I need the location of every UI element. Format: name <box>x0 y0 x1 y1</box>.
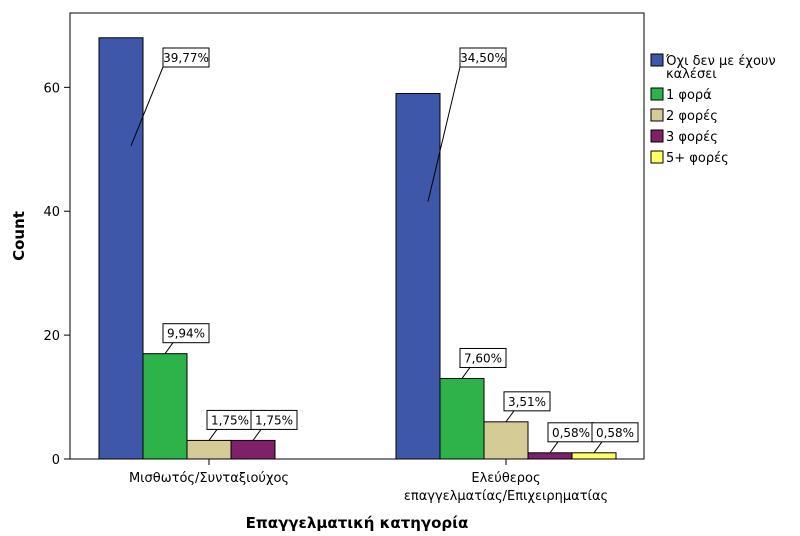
data-label: 0,58% <box>552 426 590 440</box>
y-tick-label: 20 <box>43 329 60 344</box>
data-label-leader <box>208 429 218 441</box>
legend-label: 1 φορά <box>666 88 712 103</box>
y-tick-label: 0 <box>52 453 60 468</box>
data-label-leader <box>164 342 174 354</box>
legend-swatch <box>650 150 664 164</box>
y-axis-title: Count <box>10 211 28 261</box>
data-labels: 39,77% 9,94% 1,75% 1,75% 34,50% 7,60% 3,51% 0,5… <box>130 47 639 454</box>
legend-label: Όχι δεν με έχουν <box>665 54 776 69</box>
bar <box>186 439 232 460</box>
data-label: 34,50% <box>460 51 506 65</box>
data-label-box <box>503 391 551 412</box>
bars <box>98 37 617 460</box>
x-tick-label: Μισθωτός/Συνταξιούχος <box>129 471 289 486</box>
bar <box>142 353 188 460</box>
data-label-leader <box>593 441 603 454</box>
data-label: 39,77% <box>163 51 209 65</box>
axes: 0 20 40 60 Μισθωτός/Συνταξιούχος Ελεύθερος επα… <box>43 81 608 504</box>
y-tick-label: 60 <box>43 81 60 96</box>
bar <box>483 421 529 460</box>
x-tick-label: Ελεύθερος <box>471 471 540 486</box>
x-axis-title: Επαγγελματική κατηγορία <box>246 514 469 532</box>
data-label-box <box>459 347 507 368</box>
data-label-leader <box>549 441 559 454</box>
data-label: 9,94% <box>167 327 205 341</box>
y-tick-label: 40 <box>43 205 60 220</box>
legend-swatch <box>650 87 664 101</box>
data-label-box <box>591 422 639 443</box>
legend-label: καλέσει <box>666 67 717 82</box>
data-label: 0,58% <box>596 426 634 440</box>
bar <box>230 439 276 460</box>
data-label: 1,75% <box>211 413 249 427</box>
bar <box>439 377 485 460</box>
data-label-leader <box>461 367 471 379</box>
data-label-box <box>162 323 210 344</box>
data-label: 7,60% <box>464 351 502 365</box>
legend-swatch <box>650 53 664 67</box>
bar <box>571 452 617 460</box>
x-tick-label: επαγγελματίας/Επιχειρηματίας <box>404 489 608 504</box>
bar <box>395 93 441 460</box>
bar <box>98 37 144 460</box>
data-label: 1,75% <box>255 413 293 427</box>
legend-swatch <box>650 129 664 143</box>
legend-label: 3 φορές <box>666 130 718 145</box>
data-label-box <box>162 47 210 68</box>
data-label-leader <box>505 410 515 423</box>
data-label-box <box>459 47 507 68</box>
legend-label: 2 φορές <box>666 109 718 124</box>
data-label: 3,51% <box>508 395 546 409</box>
legend-label: 5+ φορές <box>666 151 729 166</box>
data-label-leader <box>130 66 164 146</box>
data-label-leader <box>427 66 461 202</box>
legend-swatch <box>650 108 664 122</box>
bar <box>527 452 573 460</box>
data-label-leader <box>252 429 262 441</box>
data-label-box <box>250 409 298 430</box>
